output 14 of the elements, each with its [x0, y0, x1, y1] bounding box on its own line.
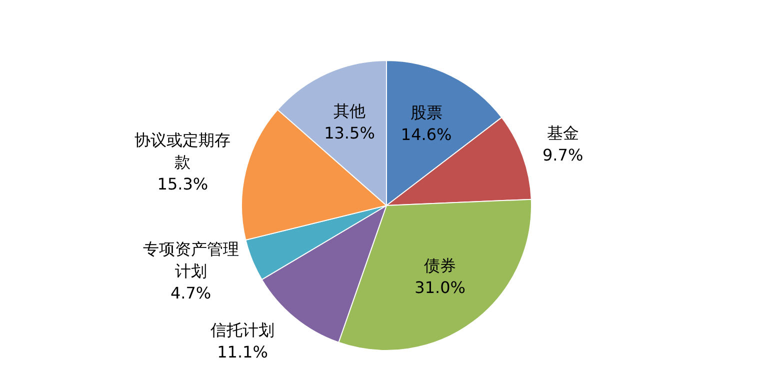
slice-label: 股票 — [410, 103, 442, 122]
data-label: 4.7% — [170, 284, 212, 303]
data-label: 31.0% — [414, 278, 466, 297]
slice-label: 债券 — [424, 256, 456, 275]
data-label: 11.1% — [217, 342, 268, 362]
data-label: 14.6% — [400, 125, 452, 144]
slice-label: 基金 — [546, 123, 579, 142]
slice-label: 信托计划 — [210, 320, 275, 340]
data-label: 13.5% — [324, 124, 375, 143]
slice-label: 其他 — [333, 102, 366, 121]
data-label: 15.3% — [157, 174, 208, 194]
slice-label: 专项资产管理计划 — [142, 240, 239, 281]
data-label: 9.7% — [542, 145, 584, 164]
slice-label: 协议或定期存款 — [134, 130, 231, 172]
